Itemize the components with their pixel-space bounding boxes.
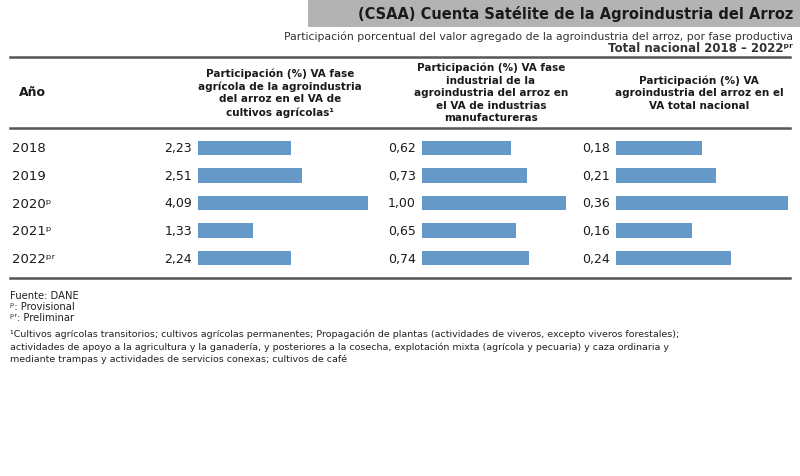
Text: 0,73: 0,73 [388,169,416,182]
Text: Participación (%) VA fase
agrícola de la agroindustria
del arroz en el VA de
cul: Participación (%) VA fase agrícola de la… [198,69,362,117]
Bar [422,169,527,183]
Text: 1,00: 1,00 [388,197,416,210]
Text: 2020ᵖ: 2020ᵖ [12,197,51,210]
Bar [422,197,566,211]
Bar [198,169,302,183]
Bar [422,224,516,238]
Text: 2021ᵖ: 2021ᵖ [12,225,52,238]
Text: 0,74: 0,74 [388,252,416,265]
Text: 0,65: 0,65 [388,225,416,238]
Text: Participación (%) VA fase
industrial de la
agroindustria del arroz en
el VA de i: Participación (%) VA fase industrial de … [414,63,568,123]
Text: 2,24: 2,24 [164,252,192,265]
Text: 0,18: 0,18 [582,142,610,155]
Text: 0,62: 0,62 [388,142,416,155]
Text: 2018: 2018 [12,142,46,155]
Text: 0,24: 0,24 [582,252,610,265]
Text: 4,09: 4,09 [164,197,192,210]
Text: 2022ᵖʳ: 2022ᵖʳ [12,252,55,265]
Text: ᵖʳ: Preliminar: ᵖʳ: Preliminar [10,312,74,322]
Bar [198,224,254,238]
Bar [422,251,529,266]
Text: (CSAA) Cuenta Satélite de la Agroindustria del Arroz: (CSAA) Cuenta Satélite de la Agroindustr… [358,6,793,22]
Text: Participación porcentual del valor agregado de la agroindustria del arroz, por f: Participación porcentual del valor agreg… [284,32,793,42]
Text: ¹Cultivos agrícolas transitorios; cultivos agrícolas permanentes; Propagación de: ¹Cultivos agrícolas transitorios; cultiv… [10,329,679,363]
Bar [616,224,693,238]
Bar [616,169,716,183]
Text: 2,51: 2,51 [164,169,192,182]
Text: 0,36: 0,36 [582,197,610,210]
Bar [616,197,788,211]
Bar [308,0,800,28]
Bar [198,141,290,156]
Bar [198,251,291,266]
Text: ᵖ: Provisional: ᵖ: Provisional [10,301,74,311]
Text: Participación (%) VA
agroindustria del arroz en el
VA total nacional: Participación (%) VA agroindustria del a… [614,75,783,110]
Text: Total nacional 2018 – 2022ᵖʳ: Total nacional 2018 – 2022ᵖʳ [608,42,793,55]
Text: Año: Año [18,86,46,99]
Text: 2019: 2019 [12,169,46,182]
Bar [616,251,730,266]
Bar [422,141,511,156]
Text: 1,33: 1,33 [164,225,192,238]
Text: 0,21: 0,21 [582,169,610,182]
Text: 2,23: 2,23 [164,142,192,155]
Bar [616,141,702,156]
Bar [198,197,368,211]
Text: Fuente: DANE: Fuente: DANE [10,290,78,300]
Text: 0,16: 0,16 [582,225,610,238]
